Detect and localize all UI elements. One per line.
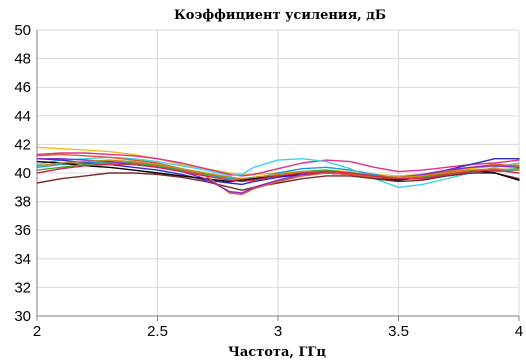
y-tick-label: 40 xyxy=(14,165,31,182)
y-tick-label: 46 xyxy=(14,79,31,96)
x-tick-label: 2.5 xyxy=(147,323,168,340)
x-tick-label: 2 xyxy=(33,323,41,340)
axes xyxy=(36,30,520,321)
series-line-11 xyxy=(36,159,520,180)
x-tick-label: 3.5 xyxy=(388,323,409,340)
y-tick-label: 32 xyxy=(14,279,31,296)
x-axis-label: Частота, ГГц xyxy=(228,345,326,360)
x-tick-label: 3 xyxy=(274,323,282,340)
series-line-12 xyxy=(36,163,520,183)
y-tick-label: 36 xyxy=(14,222,31,239)
y-tick-label: 34 xyxy=(14,251,31,268)
y-tick-label: 48 xyxy=(14,51,31,68)
x-tick-label: 4 xyxy=(515,323,523,340)
y-tick-label: 42 xyxy=(14,136,31,153)
y-tick-label: 50 xyxy=(14,22,31,39)
series-line-10 xyxy=(36,157,520,194)
series-line-2 xyxy=(36,152,520,177)
tick-labels: 30 32 34 36 38 40 42 44 46 48 50 2 2.5 3 3.5 4 xyxy=(14,22,523,340)
y-tick-label: 44 xyxy=(14,108,31,125)
y-tick-label: 30 xyxy=(14,308,31,325)
y-tick-label: 38 xyxy=(14,194,31,211)
series-group xyxy=(36,146,520,196)
chart-title: Коэффициент усиления, дБ xyxy=(174,8,386,23)
series-line-5 xyxy=(36,157,520,186)
